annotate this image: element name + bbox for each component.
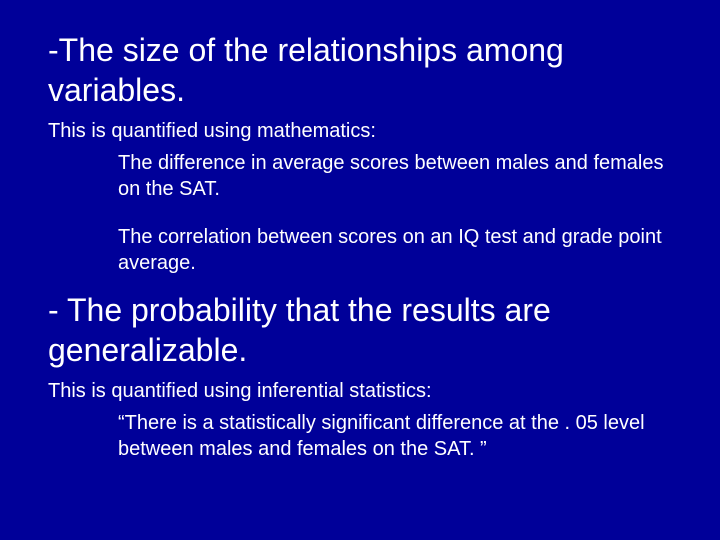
- heading-size-relationships: -The size of the relationships among var…: [48, 30, 672, 110]
- example-sat-difference: The difference in average scores between…: [118, 150, 672, 202]
- example-iq-correlation: The correlation between scores on an IQ …: [118, 224, 672, 276]
- spacer: [48, 280, 672, 290]
- example-significance: “There is a statistically significant di…: [118, 410, 672, 462]
- spacer: [48, 206, 672, 224]
- heading-probability-generalizable: - The probability that the results are g…: [48, 290, 672, 370]
- subtext-inferential: This is quantified using inferential sta…: [48, 378, 672, 404]
- subtext-mathematics: This is quantified using mathematics:: [48, 118, 672, 144]
